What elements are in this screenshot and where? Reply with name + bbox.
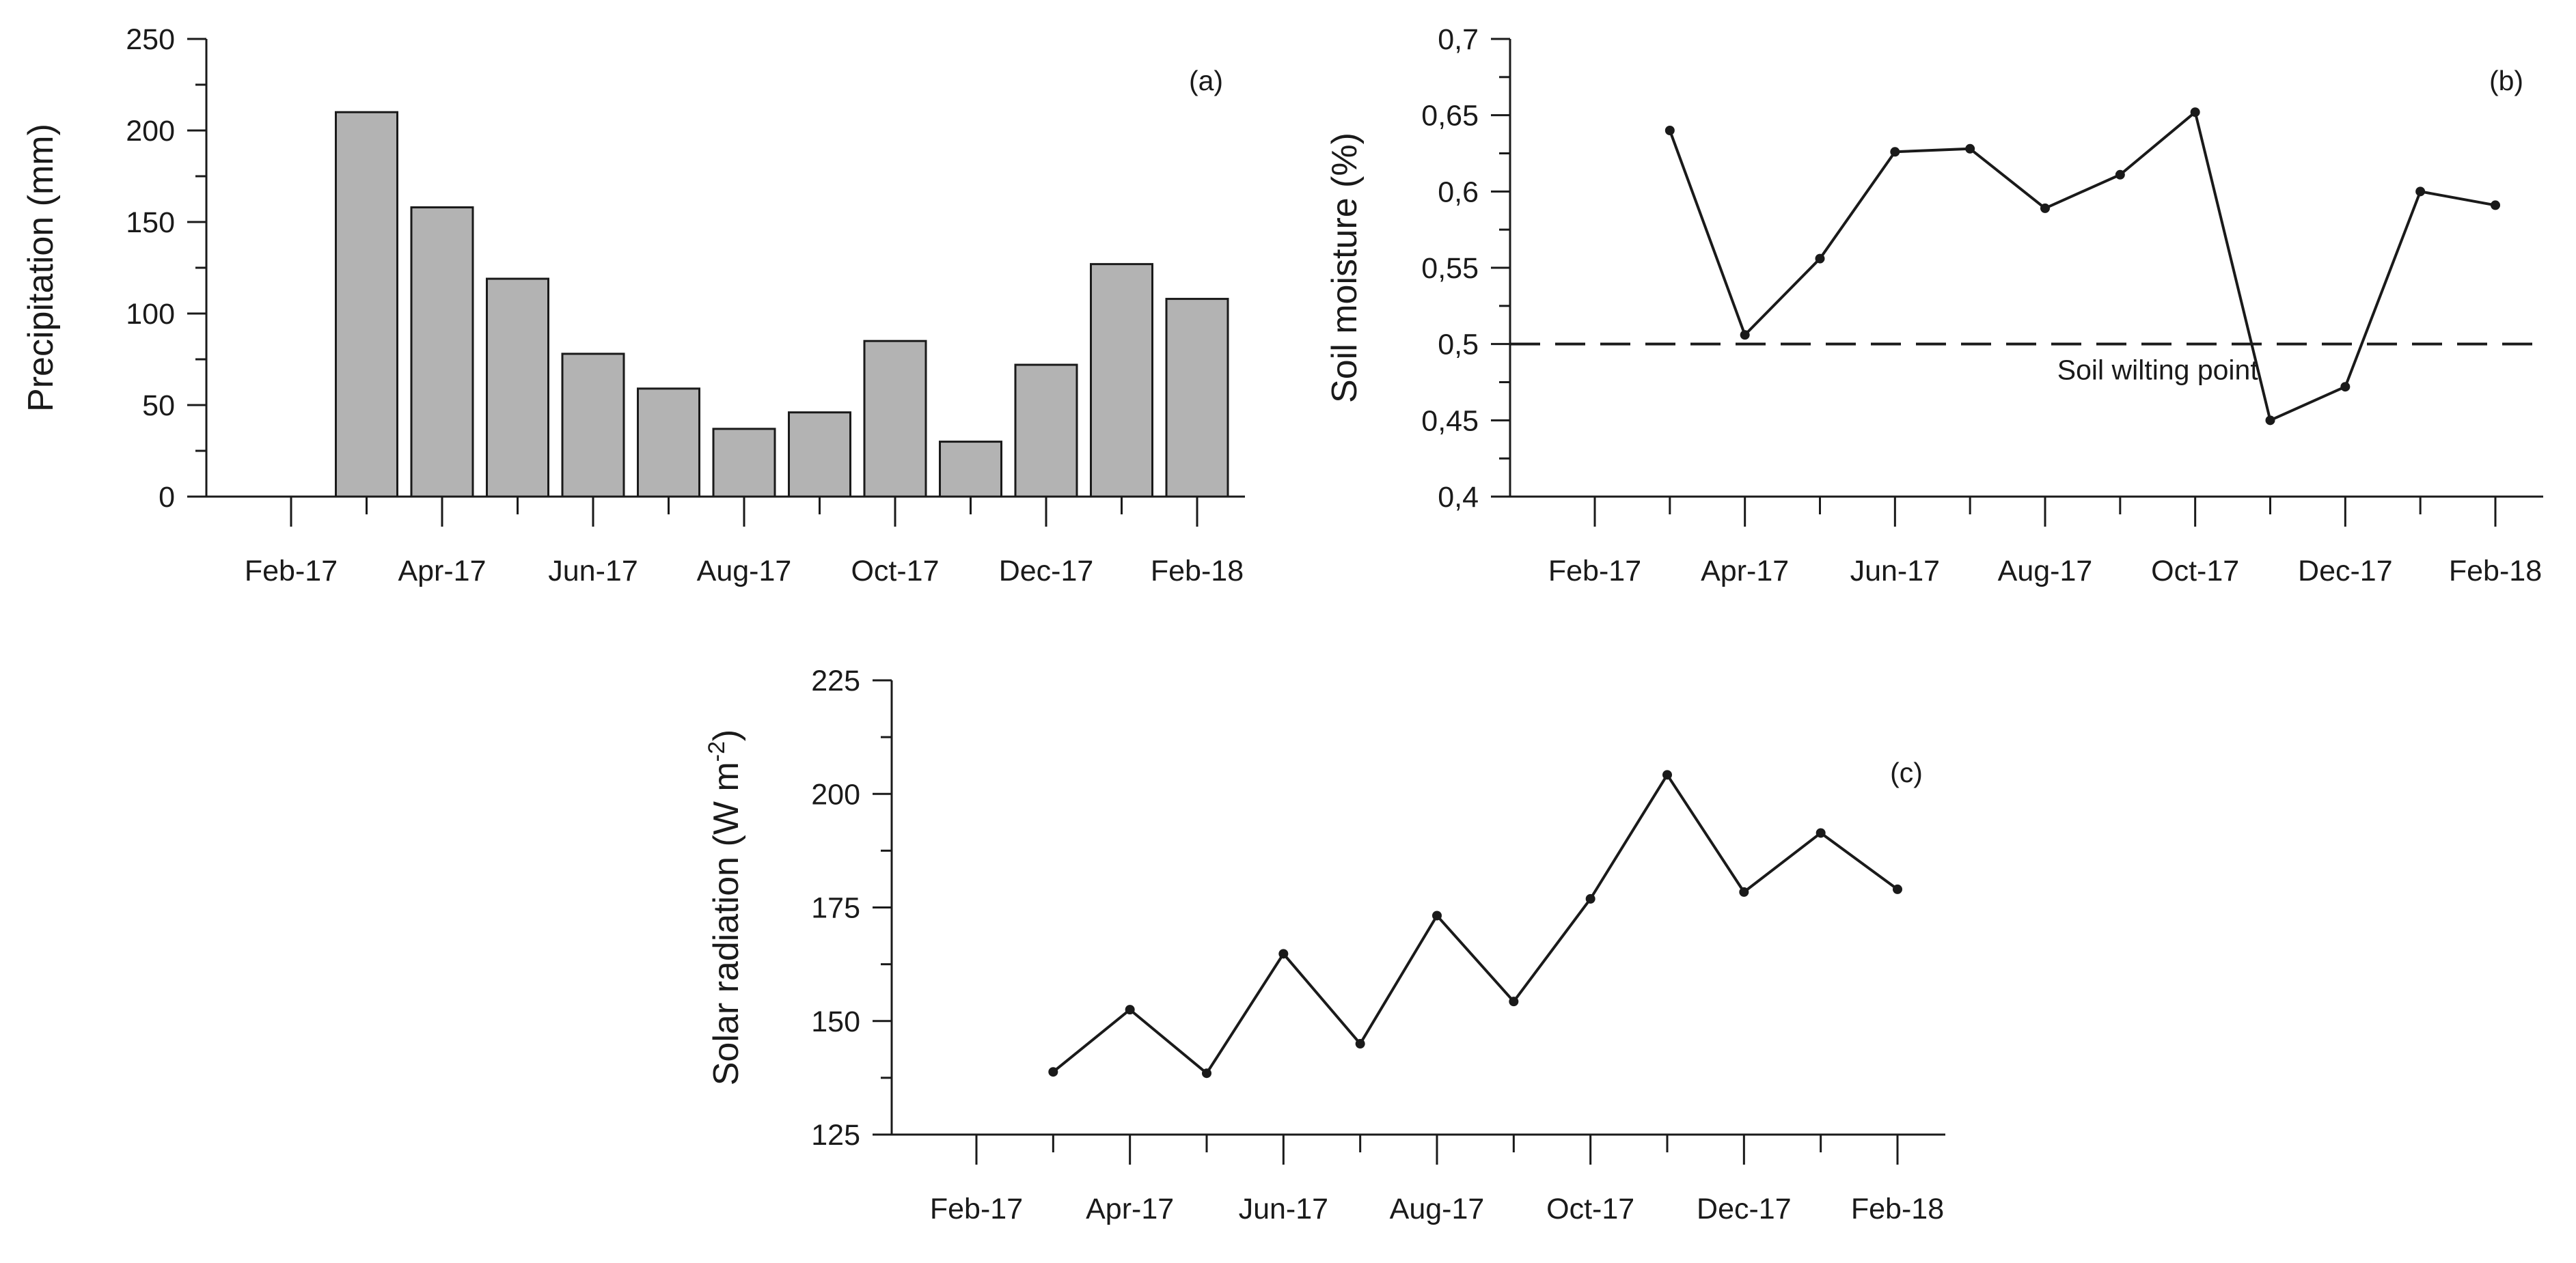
data-point: [1890, 147, 1900, 157]
x-tick-label: Oct-17: [2151, 555, 2239, 587]
x-tick-label: Aug-17: [1998, 555, 2093, 587]
data-point: [2340, 382, 2351, 392]
data-point: [1662, 770, 1672, 780]
y-axis-title: Soil moisture (%): [1325, 133, 1365, 403]
bar: [939, 441, 1002, 498]
bar: [335, 111, 398, 498]
data-point: [2190, 107, 2200, 117]
y-tick-label: 250: [126, 23, 175, 56]
bar: [1165, 298, 1229, 498]
y-axis-title: Solar radiation (W m-2): [704, 730, 746, 1085]
y-tick-label: 200: [811, 778, 860, 811]
x-tick-label: Oct-17: [1546, 1193, 1634, 1225]
data-point: [2115, 169, 2125, 180]
y-tick-label: 50: [142, 389, 175, 422]
y-tick-label: 0,65: [1421, 100, 1479, 133]
x-tick-label: Oct-17: [851, 555, 939, 587]
x-tick-label: Dec-17: [2298, 555, 2393, 587]
data-point: [1048, 1067, 1058, 1077]
data-point: [1815, 828, 1826, 838]
data-point: [1355, 1039, 1365, 1049]
x-tick-label: Feb-17: [245, 555, 338, 587]
data-point: [1893, 884, 1902, 894]
bar: [637, 387, 700, 498]
data-point: [1202, 1068, 1211, 1079]
y-tick-label: 100: [126, 298, 175, 331]
x-tick-label: Dec-17: [1697, 1193, 1792, 1225]
bar: [788, 411, 851, 498]
bar: [1014, 363, 1078, 498]
y-tick-label: 200: [126, 115, 175, 148]
bar: [410, 206, 474, 498]
data-point: [1815, 253, 1825, 264]
x-tick-label: Feb-18: [2449, 555, 2542, 587]
wilting-point-label: Soil wilting point: [2057, 355, 2259, 386]
data-point: [2265, 415, 2275, 426]
x-tick-label: Feb-17: [1548, 555, 1641, 587]
y-tick-label: 0,4: [1438, 481, 1479, 514]
bar: [712, 428, 776, 498]
x-tick-label: Jun-17: [548, 555, 638, 587]
data-point: [1278, 949, 1289, 959]
x-tick-label: Apr-17: [398, 555, 486, 587]
x-tick-label: Jun-17: [1239, 1193, 1328, 1225]
panel-label: (a): [1189, 65, 1223, 96]
y-tick-label: 0: [159, 481, 175, 514]
x-tick-label: Jun-17: [1850, 555, 1940, 587]
x-tick-label: Dec-17: [999, 555, 1094, 587]
bar: [561, 352, 625, 498]
data-point: [1585, 893, 1595, 904]
y-tick-label: 0,5: [1438, 329, 1479, 361]
data-point: [2415, 186, 2426, 197]
data-point: [1125, 1005, 1135, 1015]
data-point: [2491, 200, 2500, 210]
x-tick-label: Feb-18: [1851, 1193, 1944, 1225]
data-point: [1664, 126, 1675, 135]
x-tick-label: Aug-17: [697, 555, 792, 587]
data-point: [1740, 330, 1750, 340]
series-line: [1052, 773, 1899, 1075]
series-line: [1668, 111, 2496, 422]
x-tick-label: Apr-17: [1701, 555, 1789, 587]
x-tick-label: Aug-17: [1390, 1193, 1485, 1225]
panel-b-soil-moisture: 0,4 0,45 0,5 0,55 0,6 0,65 0,7 Feb-17 Apr-17 Jun-…: [1325, 23, 2543, 587]
panel-a-precipitation: 0 50 100 150 200 250 Feb-17 Apr-17 Jun-17 Aug-17 O…: [21, 23, 1245, 587]
y-tick-label: 125: [811, 1119, 860, 1152]
x-tick-label: Feb-17: [930, 1193, 1023, 1225]
x-tick-label: Apr-17: [1086, 1193, 1174, 1225]
bar: [1090, 263, 1153, 498]
y-tick-label: 0,7: [1438, 23, 1479, 56]
y-tick-label: 0,45: [1421, 404, 1479, 437]
y-tick-label: 0,6: [1438, 176, 1479, 208]
y-tick-label: 175: [811, 892, 860, 925]
data-point: [1965, 143, 1975, 154]
y-tick-label: 0,55: [1421, 252, 1479, 285]
data-point: [1509, 997, 1519, 1007]
y-tick-label: 150: [811, 1005, 860, 1038]
y-tick-label: 150: [126, 206, 175, 239]
x-tick-label: Feb-18: [1151, 555, 1244, 587]
data-point: [2040, 203, 2050, 213]
panel-c-solar-radiation: 125 150 175 200 225 Feb-17 Apr-17 Jun-17 Aug-17 O…: [704, 665, 1945, 1225]
data-point: [1739, 887, 1749, 897]
bar: [863, 339, 927, 498]
panel-label: (c): [1890, 757, 1923, 788]
bar: [486, 277, 549, 498]
data-point: [1432, 911, 1442, 921]
panel-label: (b): [2489, 65, 2523, 96]
y-axis-title: Precipitation (mm): [21, 124, 61, 412]
y-tick-label: 225: [811, 665, 860, 697]
